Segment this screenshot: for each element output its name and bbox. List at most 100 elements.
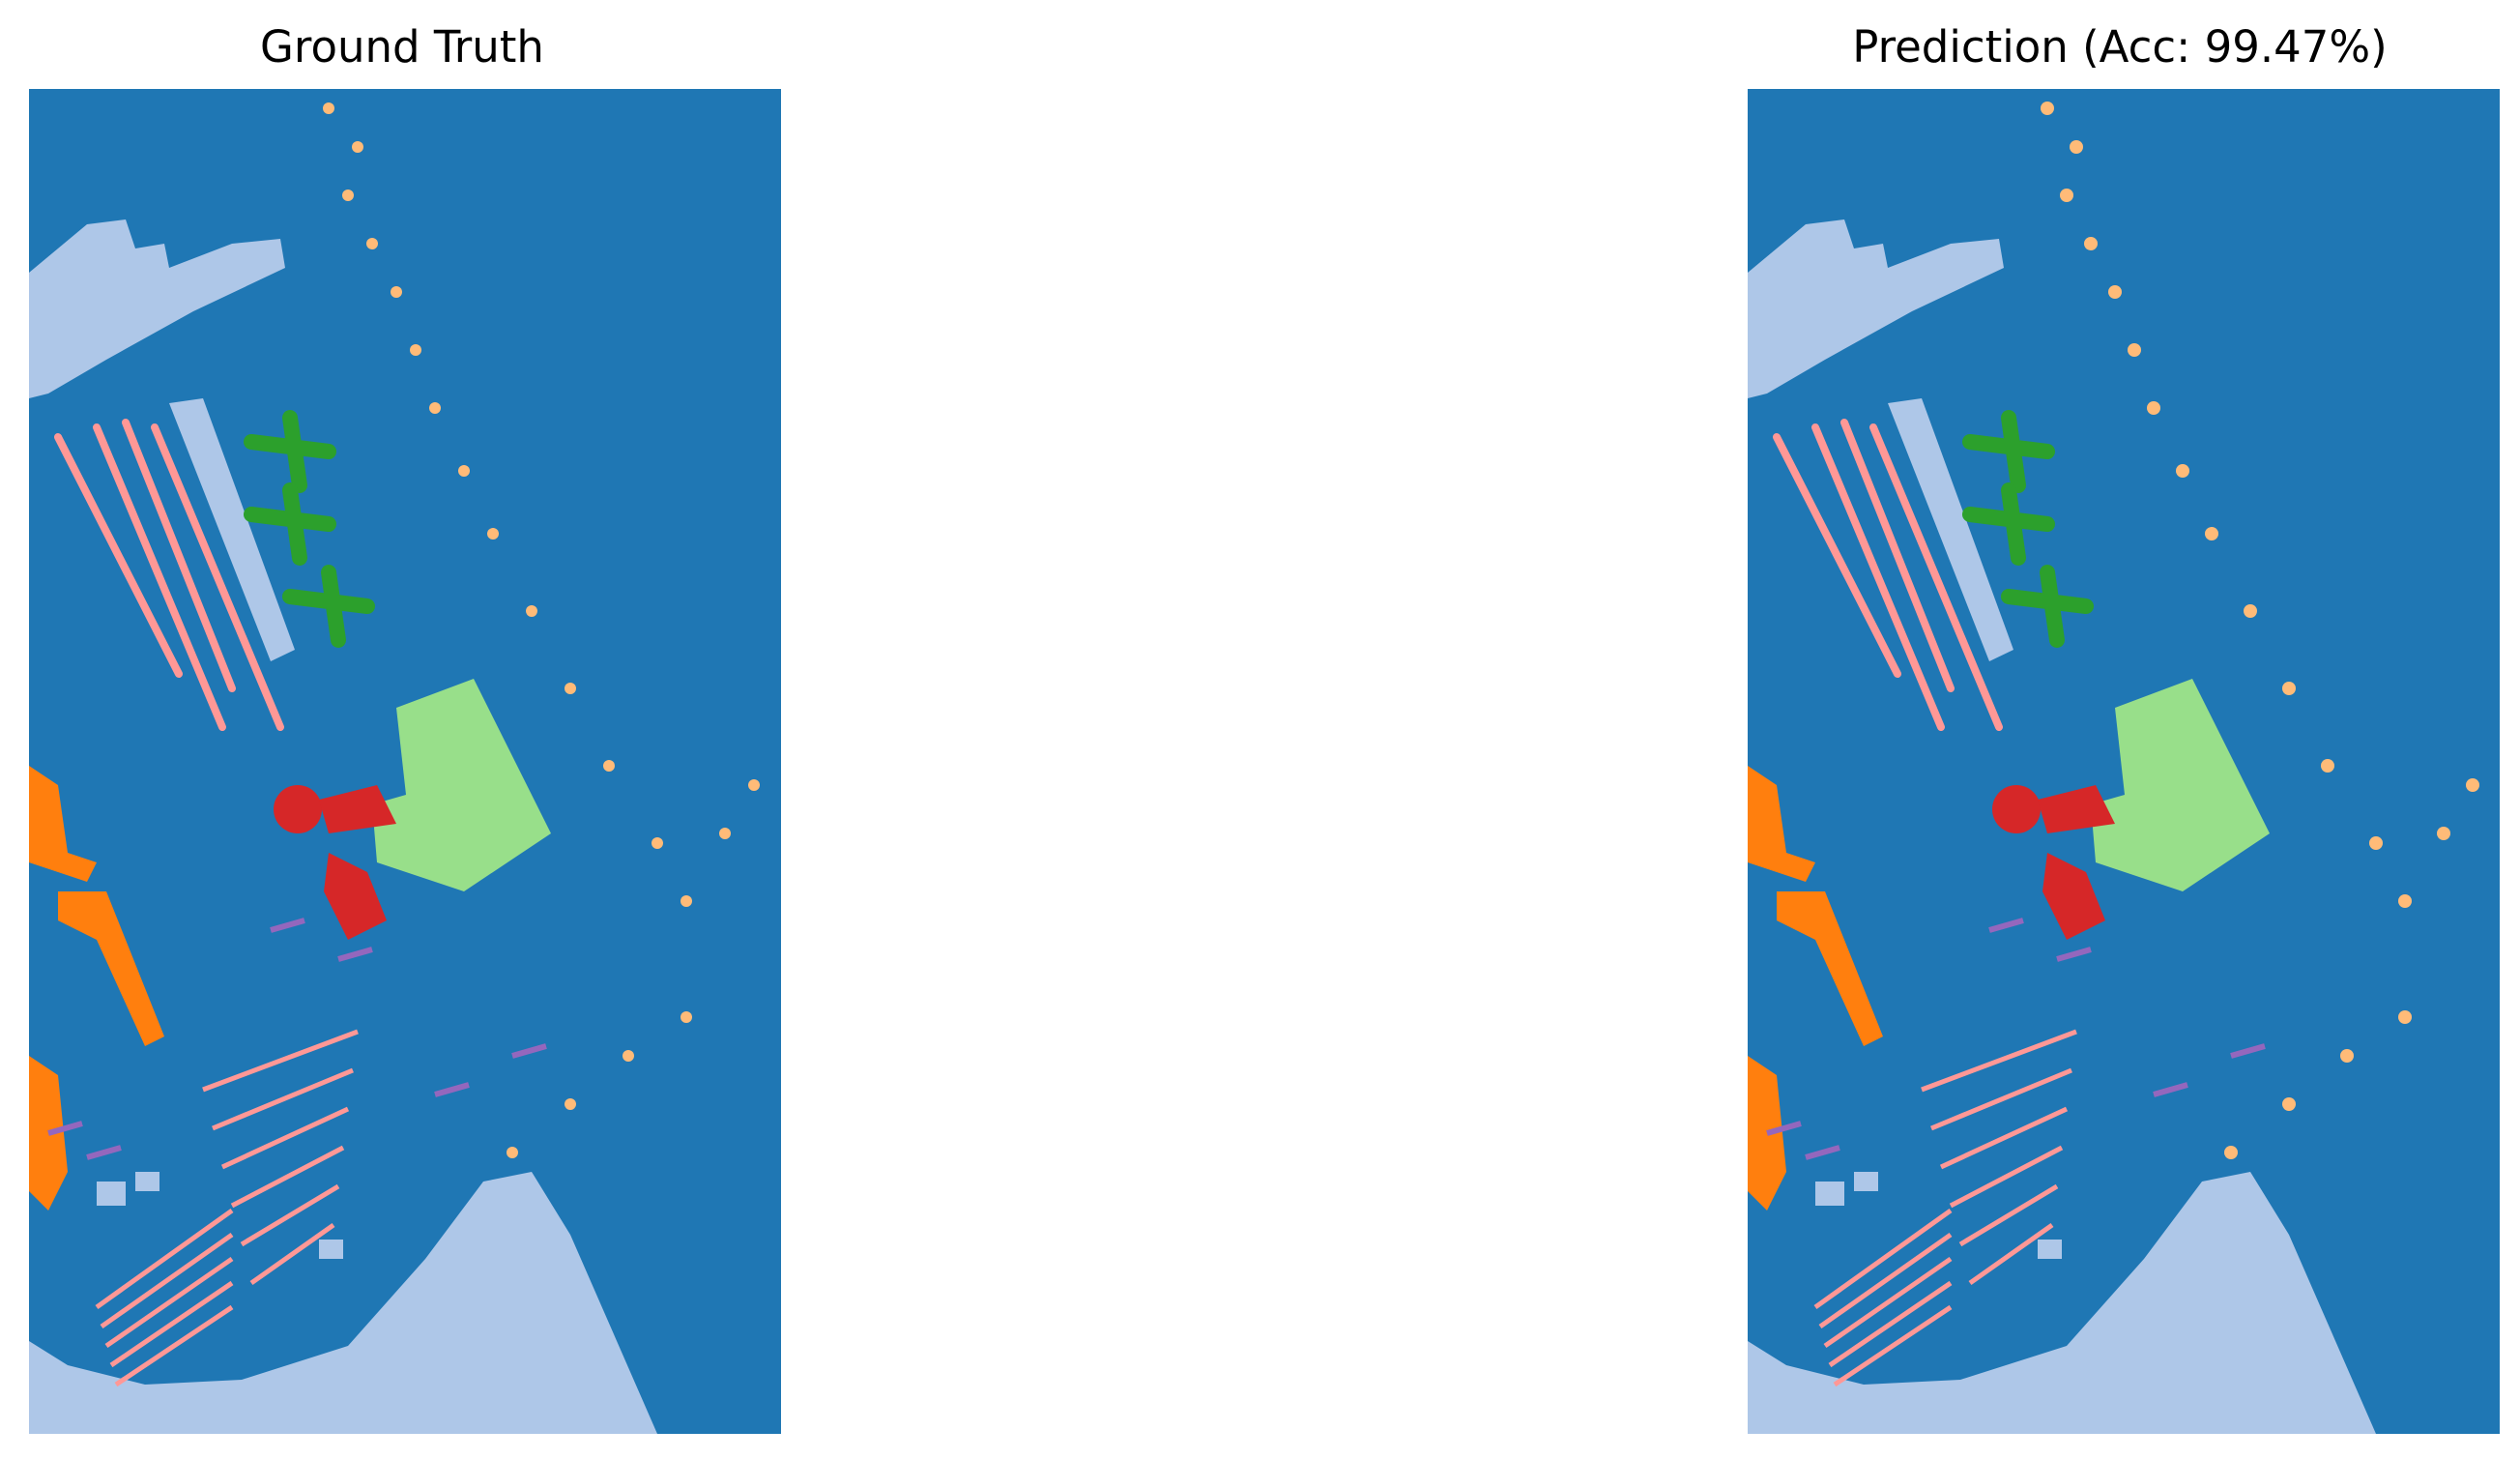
- pink-parking-top-0: [202, 1029, 359, 1093]
- light-orange-dot-7: [2176, 464, 2189, 478]
- light-orange-dot-6: [2147, 401, 2160, 415]
- pink-parking-bottom-2: [1823, 1256, 1953, 1349]
- light-orange-dot-13: [2398, 894, 2412, 908]
- pink-parking-bottom-0: [1813, 1208, 1953, 1310]
- light-orange-dot-0: [2041, 102, 2054, 115]
- pale-road-region: [29, 219, 285, 398]
- pink-strip-2: [1840, 419, 1955, 692]
- light-orange-dot-2: [2060, 189, 2073, 202]
- pale-block-3: [319, 1240, 343, 1259]
- light-orange-dot-2: [342, 190, 354, 201]
- light-orange-dot-18: [623, 1050, 634, 1062]
- orange-region-1: [1748, 766, 1815, 882]
- light-orange-dot-12: [652, 837, 663, 849]
- pink-parking-top-2: [1939, 1106, 2069, 1170]
- light-orange-dot-12: [2369, 836, 2383, 850]
- pink-parking-top-3: [230, 1145, 345, 1209]
- light-green-region: [372, 679, 551, 891]
- light-orange-dot-1: [352, 141, 363, 153]
- pale-strip-region: [169, 398, 295, 661]
- pink-parking-top-1: [1930, 1067, 2072, 1131]
- light-orange-dot-7: [458, 465, 470, 477]
- orange-region-1: [29, 766, 97, 882]
- light-orange-dot-16: [507, 1147, 518, 1158]
- purple-line-1: [2056, 947, 2092, 962]
- pink-parking-bottom-1: [100, 1232, 234, 1329]
- pink-parking-bottom-1: [1818, 1232, 1953, 1329]
- purple-line-4: [1766, 1121, 1802, 1136]
- pink-strip-2: [122, 419, 236, 692]
- light-orange-dot-9: [2244, 604, 2257, 618]
- pink-parking-top-0: [1921, 1029, 2077, 1093]
- purple-line-0: [270, 918, 305, 933]
- pink-parking-bottom-2: [104, 1256, 234, 1349]
- red-building-2: [2042, 853, 2105, 940]
- pink-parking-top-2: [220, 1106, 350, 1170]
- meadow-region: [1748, 1172, 2376, 1434]
- purple-line-2: [2153, 1082, 2188, 1097]
- light-orange-dot-16: [2224, 1146, 2238, 1159]
- purple-line-1: [337, 947, 373, 962]
- pink-parking-bottom-4: [114, 1304, 234, 1387]
- green-tree-1: [244, 482, 336, 566]
- light-orange-dot-10: [565, 683, 576, 694]
- prediction-title: Prediction (Acc: 99.47%): [1852, 21, 2388, 73]
- green-tree-0: [1962, 410, 2055, 493]
- light-orange-dot-19: [2398, 1010, 2412, 1024]
- pink-parking-top-5: [1968, 1222, 2054, 1286]
- pink-parking-top-5: [249, 1222, 335, 1286]
- orange-region-2: [58, 891, 164, 1046]
- light-orange-dot-14: [2437, 827, 2450, 840]
- pale-block-3: [2038, 1240, 2062, 1259]
- light-orange-dot-17: [2282, 1097, 2296, 1111]
- light-orange-dot-8: [2205, 527, 2218, 540]
- light-orange-dot-18: [2340, 1049, 2354, 1063]
- pink-strip-1: [93, 423, 226, 731]
- light-orange-dot-11: [2321, 759, 2334, 773]
- light-orange-dot-10: [2282, 682, 2296, 695]
- green-tree-2: [2001, 565, 2094, 648]
- red-building-1: [319, 785, 396, 833]
- light-orange-dot-15: [2466, 778, 2479, 792]
- pink-strip-1: [1811, 423, 1945, 731]
- light-orange-dot-1: [2070, 140, 2083, 154]
- pink-parking-top-4: [1958, 1183, 2059, 1247]
- light-orange-dot-4: [391, 286, 402, 298]
- pink-strip-0: [1773, 433, 1901, 678]
- pink-strip-0: [54, 433, 183, 678]
- light-orange-dot-5: [410, 344, 421, 356]
- meadow-region: [29, 1172, 657, 1434]
- light-orange-dot-9: [526, 605, 537, 617]
- ground-truth-title: Ground Truth: [260, 21, 544, 73]
- pale-road-region: [1748, 219, 2004, 398]
- red-building-2: [324, 853, 387, 940]
- light-orange-dot-6: [429, 402, 441, 414]
- pink-parking-top-1: [212, 1067, 354, 1131]
- purple-line-5: [1805, 1145, 1840, 1160]
- pale-block-1: [1815, 1182, 1844, 1206]
- light-orange-dot-17: [565, 1098, 576, 1110]
- light-orange-dot-5: [2128, 343, 2141, 357]
- pink-parking-bottom-3: [1828, 1280, 1953, 1368]
- ground-truth-map: [29, 89, 781, 1434]
- purple-line-3: [511, 1043, 547, 1059]
- green-tree-1: [1962, 482, 2055, 566]
- pink-parking-bottom-3: [109, 1280, 234, 1368]
- light-orange-dot-15: [748, 779, 760, 791]
- red-building-1: [2038, 785, 2115, 833]
- pale-block-1: [97, 1182, 126, 1206]
- light-orange-dot-8: [487, 528, 499, 540]
- orange-region-2: [1777, 891, 1883, 1046]
- purple-line-2: [434, 1082, 470, 1097]
- pink-strip-3: [1869, 423, 2003, 731]
- purple-line-5: [86, 1145, 122, 1160]
- light-orange-dot-3: [366, 238, 378, 249]
- pale-strip-region: [1888, 398, 2013, 661]
- red-circle: [1992, 785, 2041, 833]
- purple-line-3: [2230, 1043, 2266, 1059]
- green-tree-0: [244, 410, 336, 493]
- light-orange-dot-14: [719, 828, 731, 839]
- light-orange-dot-0: [323, 102, 334, 114]
- light-orange-dot-11: [603, 760, 615, 772]
- light-orange-dot-13: [681, 895, 692, 907]
